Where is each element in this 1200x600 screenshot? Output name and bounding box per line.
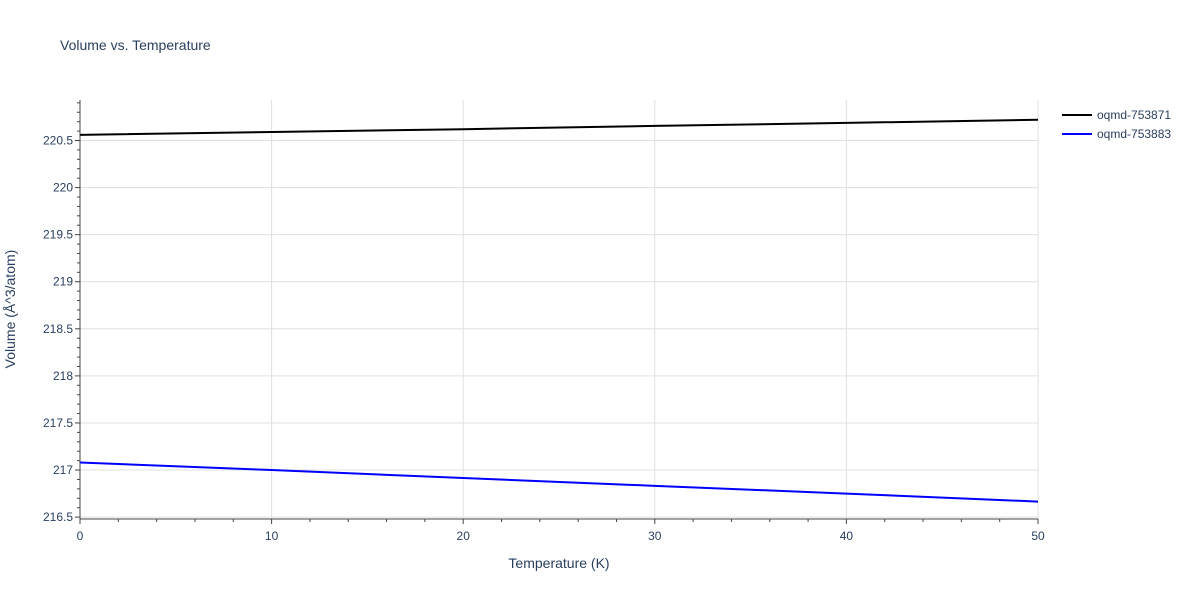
legend-item-oqmd-753883[interactable]: oqmd-753883	[1062, 127, 1171, 141]
legend-item-oqmd-753871[interactable]: oqmd-753871	[1062, 108, 1171, 122]
x-tick-label: 50	[1031, 529, 1045, 543]
legend[interactable]: oqmd-753871 oqmd-753883	[1062, 108, 1171, 141]
y-tick-labels: 216.5 217 217.5 218 218.5 219 219.5 220 220.5	[43, 133, 73, 524]
y-axis-title: Volume (Å^3/atom)	[2, 250, 18, 369]
x-tick-label: 40	[840, 529, 854, 543]
y-tick-label: 218.5	[43, 322, 73, 336]
series-line-oqmd-753883	[79, 461, 1039, 503]
y-tick-label: 219.5	[43, 228, 73, 242]
y-tick-label: 220.5	[43, 133, 73, 147]
y-tick-label: 219	[53, 275, 73, 289]
y-tick-label: 217.5	[43, 416, 73, 430]
legend-label: oqmd-753883	[1097, 127, 1171, 141]
axes	[75, 100, 1039, 524]
series-lines	[79, 118, 1039, 503]
x-axis-title: Temperature (K)	[508, 555, 609, 571]
series-line-oqmd-753871	[79, 118, 1039, 136]
y-tick-label: 217	[53, 463, 73, 477]
y-tick-label: 220	[53, 181, 73, 195]
y-gridlines	[80, 139, 1038, 518]
x-tick-label: 20	[457, 529, 471, 543]
x-tick-label: 30	[648, 529, 662, 543]
x-tick-label: 10	[265, 529, 279, 543]
x-tick-labels: 0 10 20 30 40 50	[77, 529, 1045, 543]
y-tick-label: 218	[53, 369, 73, 383]
chart-title: Volume vs. Temperature	[60, 37, 211, 53]
legend-label: oqmd-753871	[1097, 108, 1171, 122]
x-gridlines	[271, 100, 1039, 519]
x-tick-label: 0	[77, 529, 84, 543]
y-tick-label: 216.5	[43, 510, 73, 524]
